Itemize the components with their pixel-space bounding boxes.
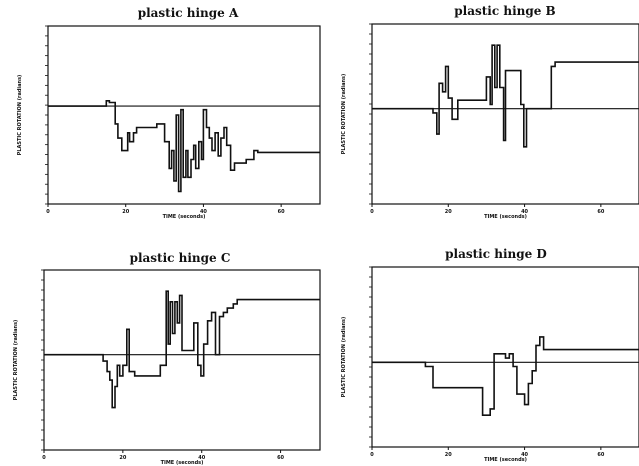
x-tick-label: 40: [198, 455, 205, 461]
panel-plastic-hinge-b: plastic hinge B 0 20 40 60 TIME (seconds) PLA…: [341, 4, 639, 220]
x-tick-label: 0: [46, 209, 50, 215]
x-tick-label: 40: [200, 209, 207, 215]
x-tick-label: 60: [277, 455, 284, 461]
y-axis-label: PLASTIC ROTATION (radians): [341, 74, 347, 155]
series-line: [372, 336, 639, 417]
chart-title: plastic hinge D: [445, 247, 547, 261]
y-axis-label: PLASTIC ROTATION (radians): [13, 320, 19, 401]
x-tick-label: 20: [445, 209, 452, 215]
y-axis-label: PLASTIC ROTATION (radians): [17, 75, 23, 156]
x-tick-label: 40: [521, 209, 528, 215]
x-tick-label: 0: [370, 452, 374, 458]
x-tick-label: 60: [597, 452, 604, 458]
x-tick-label: 20: [122, 209, 129, 215]
series-line: [372, 44, 639, 148]
x-axis-label: TIME (seconds): [484, 457, 527, 463]
series-line: [48, 100, 320, 193]
chart-title: plastic hinge C: [130, 251, 231, 265]
x-tick-label: 40: [521, 452, 528, 458]
panel-plastic-hinge-d: plastic hinge D 0 20 40 60 TIME (seconds) PLA…: [341, 247, 639, 463]
chart-title: plastic hinge B: [454, 4, 555, 18]
chart-title: plastic hinge A: [138, 6, 239, 20]
x-axis-label: TIME (seconds): [161, 460, 204, 466]
series-line: [44, 290, 320, 409]
panel-plastic-hinge-a: plastic hinge A 0 20 40 60 TIME (seconds) PLA…: [17, 6, 321, 220]
x-tick-label: 60: [597, 209, 604, 215]
x-axis-label: TIME (seconds): [163, 214, 206, 220]
panel-plastic-hinge-c: plastic hinge C 0 20 40 60 TIME (seconds) PLA…: [13, 251, 321, 466]
x-tick-label: 0: [42, 455, 46, 461]
x-tick-label: 60: [278, 209, 285, 215]
x-tick-label: 20: [119, 455, 126, 461]
y-axis-label: PLASTIC ROTATION (radians): [341, 317, 347, 398]
x-tick-label: 0: [370, 209, 374, 215]
x-tick-label: 20: [445, 452, 452, 458]
x-axis-label: TIME (seconds): [484, 214, 527, 220]
